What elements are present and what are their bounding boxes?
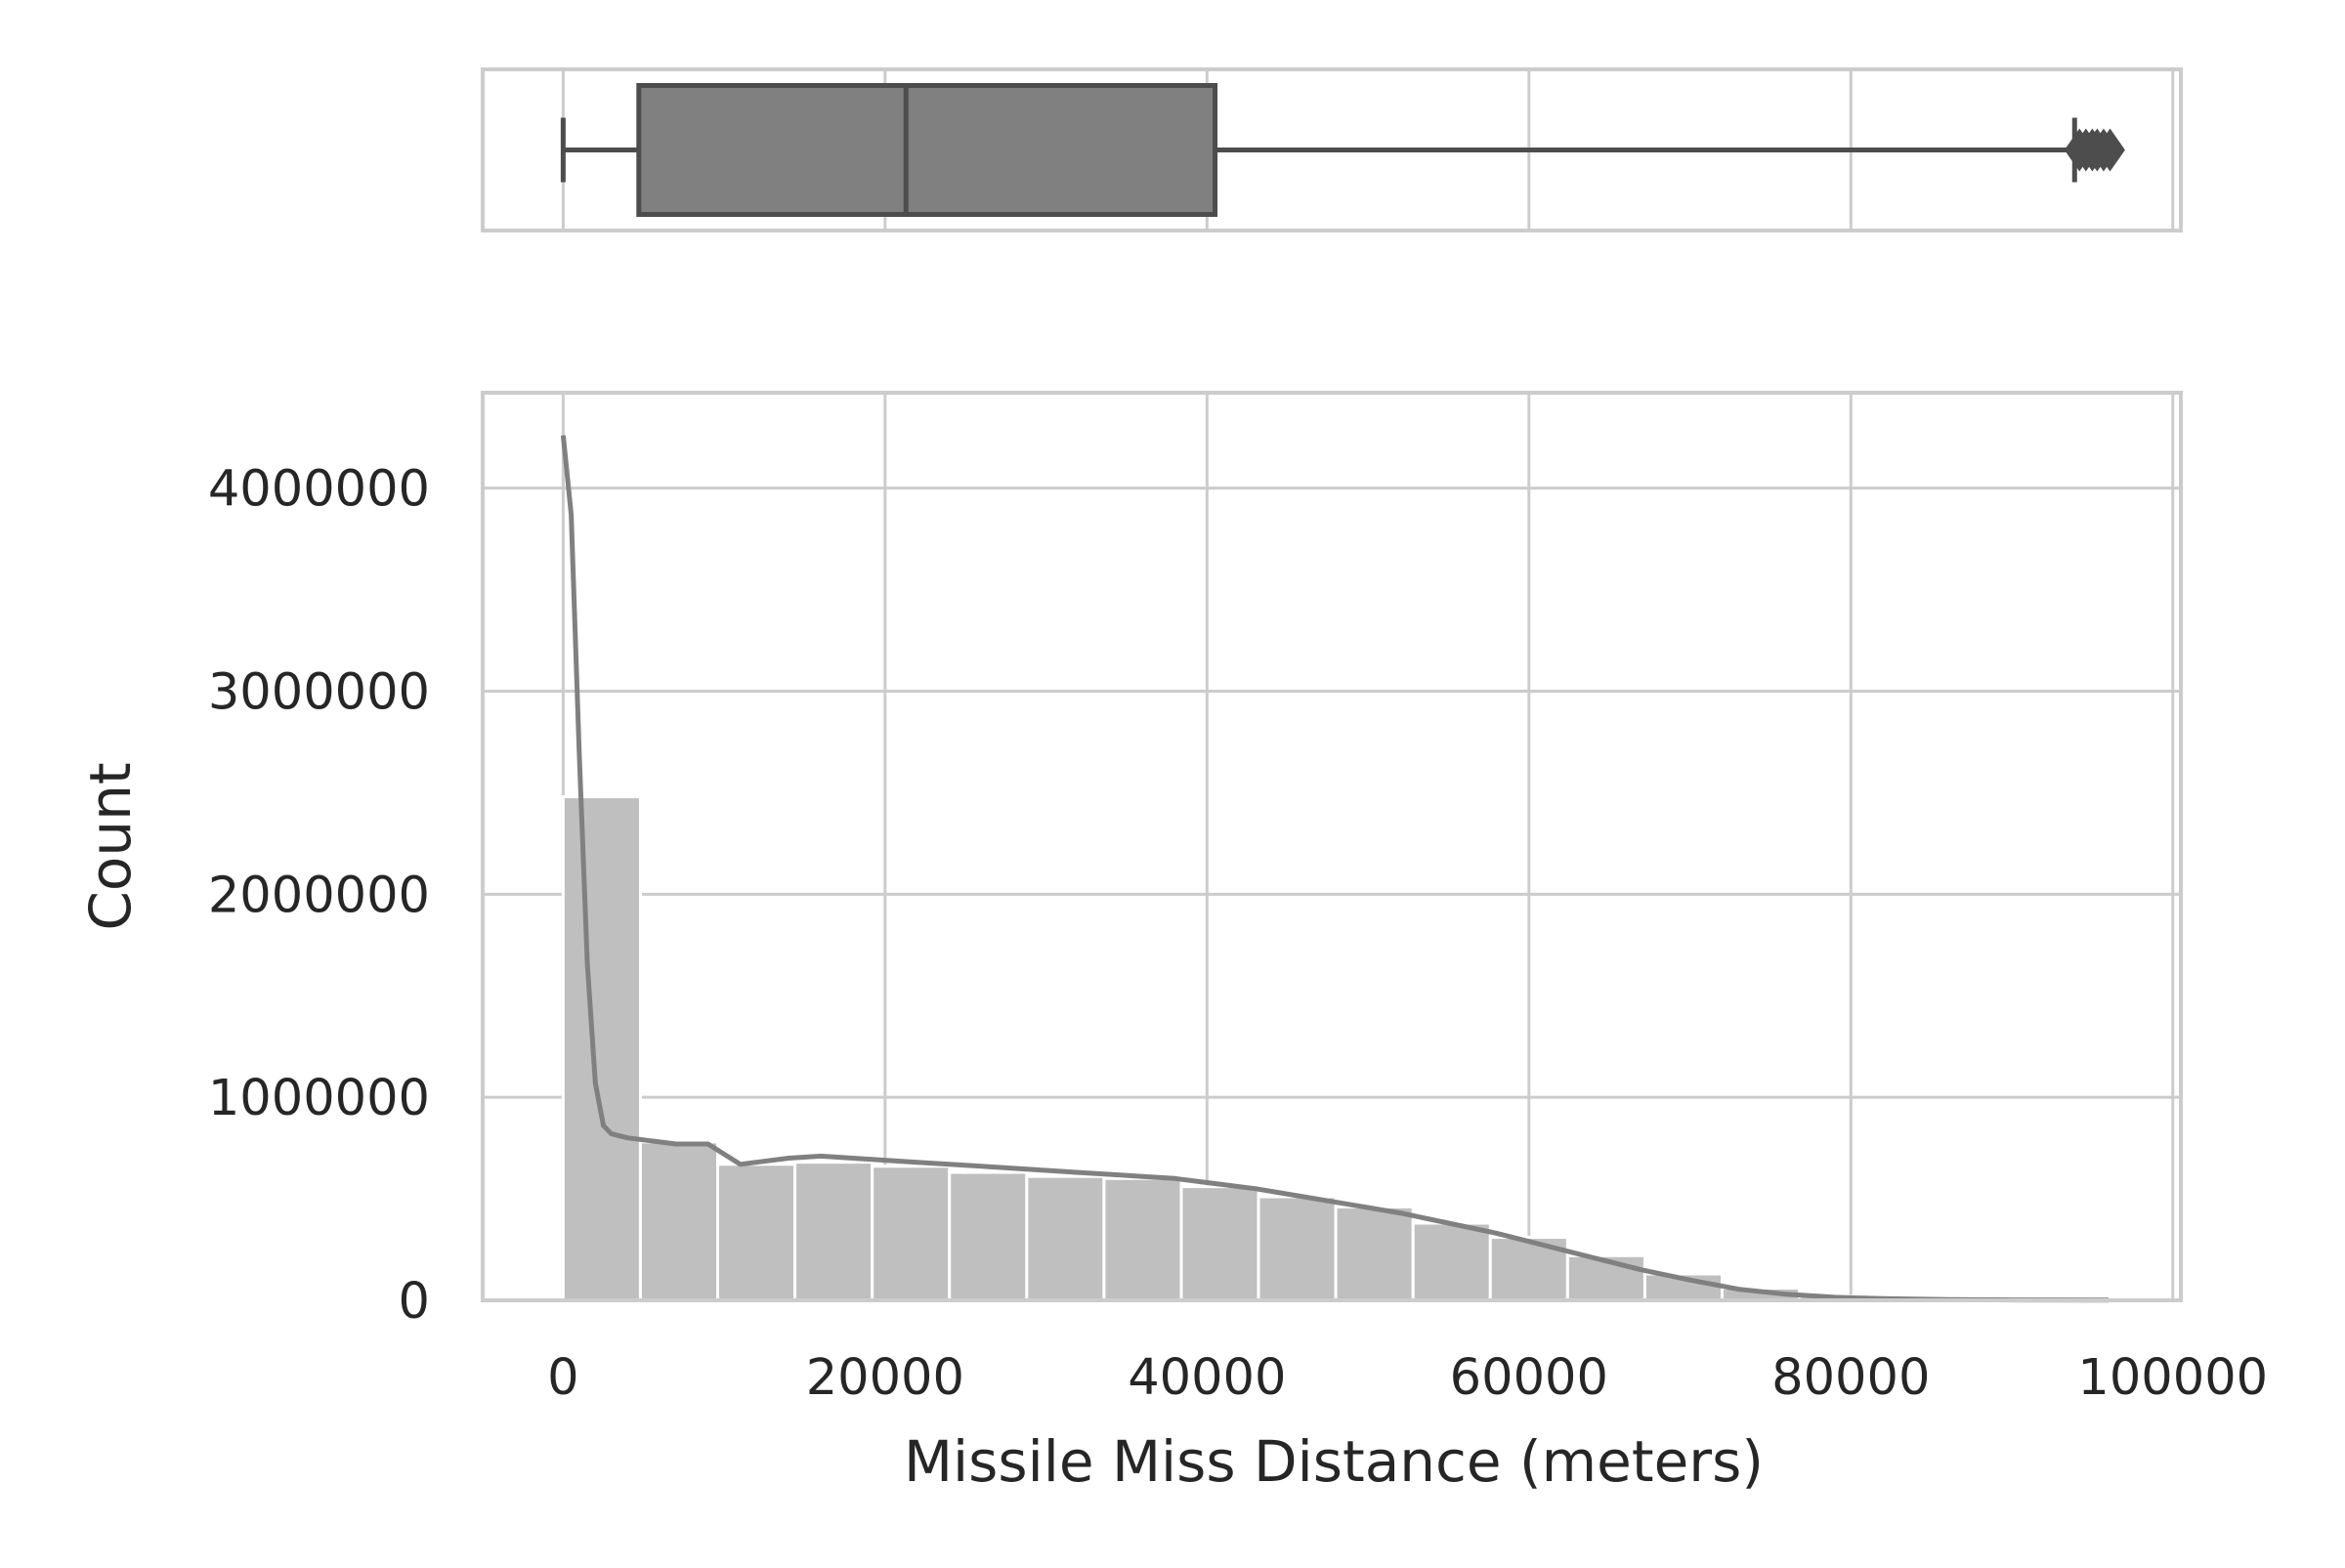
histogram-bar [1181,1187,1258,1300]
x-tick-label: 100000 [2077,1349,2268,1407]
x-tick-label: 40000 [1128,1349,1286,1407]
histogram-bar [640,1142,717,1300]
histogram-bar [873,1166,950,1300]
histogram-bar [1336,1207,1413,1300]
histogram-bar [1413,1223,1490,1300]
y-tick-label: 2000000 [208,867,430,924]
histogram-bar [563,797,640,1300]
histogram-bar [950,1172,1027,1300]
box-iqr [639,86,1215,215]
histogram-bar [1104,1178,1181,1300]
y-tick-label: 3000000 [208,664,430,722]
x-tick-label: 60000 [1450,1349,1608,1407]
y-tick-label: 4000000 [208,461,430,519]
histogram-bar [718,1165,795,1300]
x-tick-label: 0 [547,1349,578,1407]
x-tick-label: 20000 [806,1349,964,1407]
y-tick-label: 1000000 [208,1070,430,1127]
y-tick-label: 0 [399,1273,430,1331]
x-tick-label: 80000 [1771,1349,1930,1407]
x-axis-title: Missile Miss Distance (meters) [904,1428,1764,1495]
histogram-bar [795,1163,873,1300]
histogram-bar [1027,1176,1104,1300]
y-axis-title: Count [77,762,144,930]
boxplot-panel [483,69,2181,231]
histogram-bar [1258,1197,1336,1300]
